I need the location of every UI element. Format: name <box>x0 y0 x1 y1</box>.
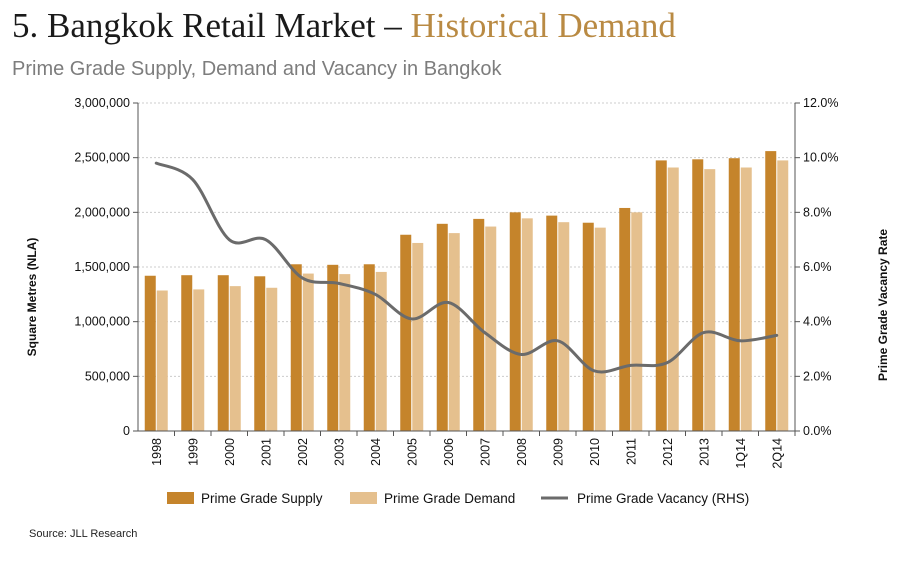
legend-swatch-demand <box>350 492 377 504</box>
bar-prime-grade-supply <box>509 212 521 431</box>
legend: Prime Grade Supply Prime Grade Demand Prim… <box>167 491 749 506</box>
y-tick-label-right: 12.0% <box>803 96 838 110</box>
bar-prime-grade-supply <box>619 207 631 431</box>
gridlines <box>138 102 795 377</box>
chart-subtitle: Prime Grade Supply, Demand and Vacancy i… <box>12 58 502 80</box>
x-tick-label: 2006 <box>442 438 456 466</box>
legend-label-demand: Prime Grade Demand <box>384 491 515 506</box>
bar-prime-grade-supply <box>655 160 667 431</box>
bar-prime-grade-supply <box>728 158 740 432</box>
bar-prime-grade-demand <box>521 218 533 431</box>
bar-prime-grade-demand <box>229 286 241 431</box>
bar-prime-grade-demand <box>156 290 168 431</box>
y-axis-label-right: Prime Grade Vacancy Rate <box>876 229 890 381</box>
bar-prime-grade-demand <box>631 212 643 431</box>
y-tick-label-left: 1,500,000 <box>74 260 130 274</box>
y-tick-label-left: 3,000,000 <box>74 96 130 110</box>
bar-prime-grade-supply <box>181 275 193 431</box>
bar-prime-grade-demand <box>412 242 424 431</box>
x-tick-label: 2011 <box>624 438 638 465</box>
bar-prime-grade-supply <box>363 264 375 431</box>
vacancy-line-layer <box>154 161 779 374</box>
x-tick-label: 2009 <box>551 438 565 466</box>
bar-prime-grade-supply <box>582 222 594 431</box>
bar-prime-grade-supply <box>400 234 412 431</box>
x-tick-label: 2005 <box>405 438 419 466</box>
bar-prime-grade-supply <box>290 264 302 431</box>
bar-prime-grade-supply <box>144 275 156 431</box>
bar-prime-grade-demand <box>558 222 570 431</box>
bar-prime-grade-demand <box>594 227 606 431</box>
bar-prime-grade-demand <box>485 226 497 431</box>
y-tick-label-left: 2,000,000 <box>74 205 130 219</box>
y-tick-label-right: 0.0% <box>803 424 832 438</box>
bar-prime-grade-demand <box>667 167 679 432</box>
y-tick-label-left: 2,500,000 <box>74 151 130 165</box>
bar-prime-grade-supply <box>254 276 266 431</box>
y-tick-label-left: 500,000 <box>85 369 130 383</box>
bar-prime-grade-demand <box>193 289 205 431</box>
title-accent: Historical Demand <box>410 6 676 45</box>
x-tick-label: 1Q14 <box>734 438 748 469</box>
page-title: 5. Bangkok Retail Market – Historical De… <box>12 6 676 46</box>
x-tick-label: 2001 <box>259 438 273 466</box>
x-tick-label: 2004 <box>369 438 383 466</box>
bar-prime-grade-demand <box>266 287 278 431</box>
bar-prime-grade-supply <box>692 159 704 431</box>
legend-swatch-supply <box>167 492 194 504</box>
x-tick-label: 1999 <box>186 438 200 466</box>
bar-prime-grade-demand <box>448 233 460 431</box>
bars <box>144 151 789 432</box>
bar-prime-grade-supply <box>546 215 558 431</box>
bar-prime-grade-demand <box>302 273 314 431</box>
bar-prime-grade-supply <box>436 223 448 431</box>
bar-prime-grade-demand <box>375 271 387 431</box>
bar-prime-grade-demand <box>339 274 351 431</box>
x-tick-label: 2008 <box>515 438 529 466</box>
legend-label-supply: Prime Grade Supply <box>201 491 323 506</box>
x-tick-label: 2013 <box>697 438 711 466</box>
title-main: 5. Bangkok Retail Market – <box>12 6 411 45</box>
source-note: Source: JLL Research <box>29 528 138 540</box>
x-tick-label: 1998 <box>150 438 164 466</box>
x-tick-label: 2007 <box>478 438 492 466</box>
x-tick-label: 2012 <box>661 438 675 466</box>
y-tick-label-right: 2.0% <box>803 369 832 383</box>
series-line-prime-grade-vacancy <box>154 161 779 374</box>
bar-prime-grade-supply <box>765 151 777 431</box>
x-tick-label: 2000 <box>223 438 237 466</box>
bar-prime-grade-supply <box>217 275 229 431</box>
bar-prime-grade-demand <box>704 169 716 431</box>
legend-label-vacancy: Prime Grade Vacancy (RHS) <box>577 491 749 506</box>
y-tick-label-right: 6.0% <box>803 260 832 274</box>
y-tick-label-right: 8.0% <box>803 205 832 219</box>
axes: 0 500,000 1,000,000 1,500,000 2,000,000 2,500… <box>74 96 838 469</box>
bar-prime-grade-demand <box>740 167 752 432</box>
x-tick-label: 2002 <box>296 438 310 466</box>
y-axis-label-left: Square Metres (NLA) <box>25 238 39 357</box>
bar-prime-grade-supply <box>327 264 339 431</box>
x-tick-label: 2010 <box>588 438 602 466</box>
bar-prime-grade-supply <box>473 218 485 431</box>
y-tick-label-left: 0 <box>123 424 130 438</box>
x-tick-label: 2Q14 <box>770 438 784 469</box>
x-tick-label: 2003 <box>332 438 346 466</box>
bar-prime-grade-demand <box>777 160 789 431</box>
y-tick-label-right: 4.0% <box>803 315 832 329</box>
y-tick-label-right: 10.0% <box>803 151 838 165</box>
y-tick-label-left: 1,000,000 <box>74 315 130 329</box>
